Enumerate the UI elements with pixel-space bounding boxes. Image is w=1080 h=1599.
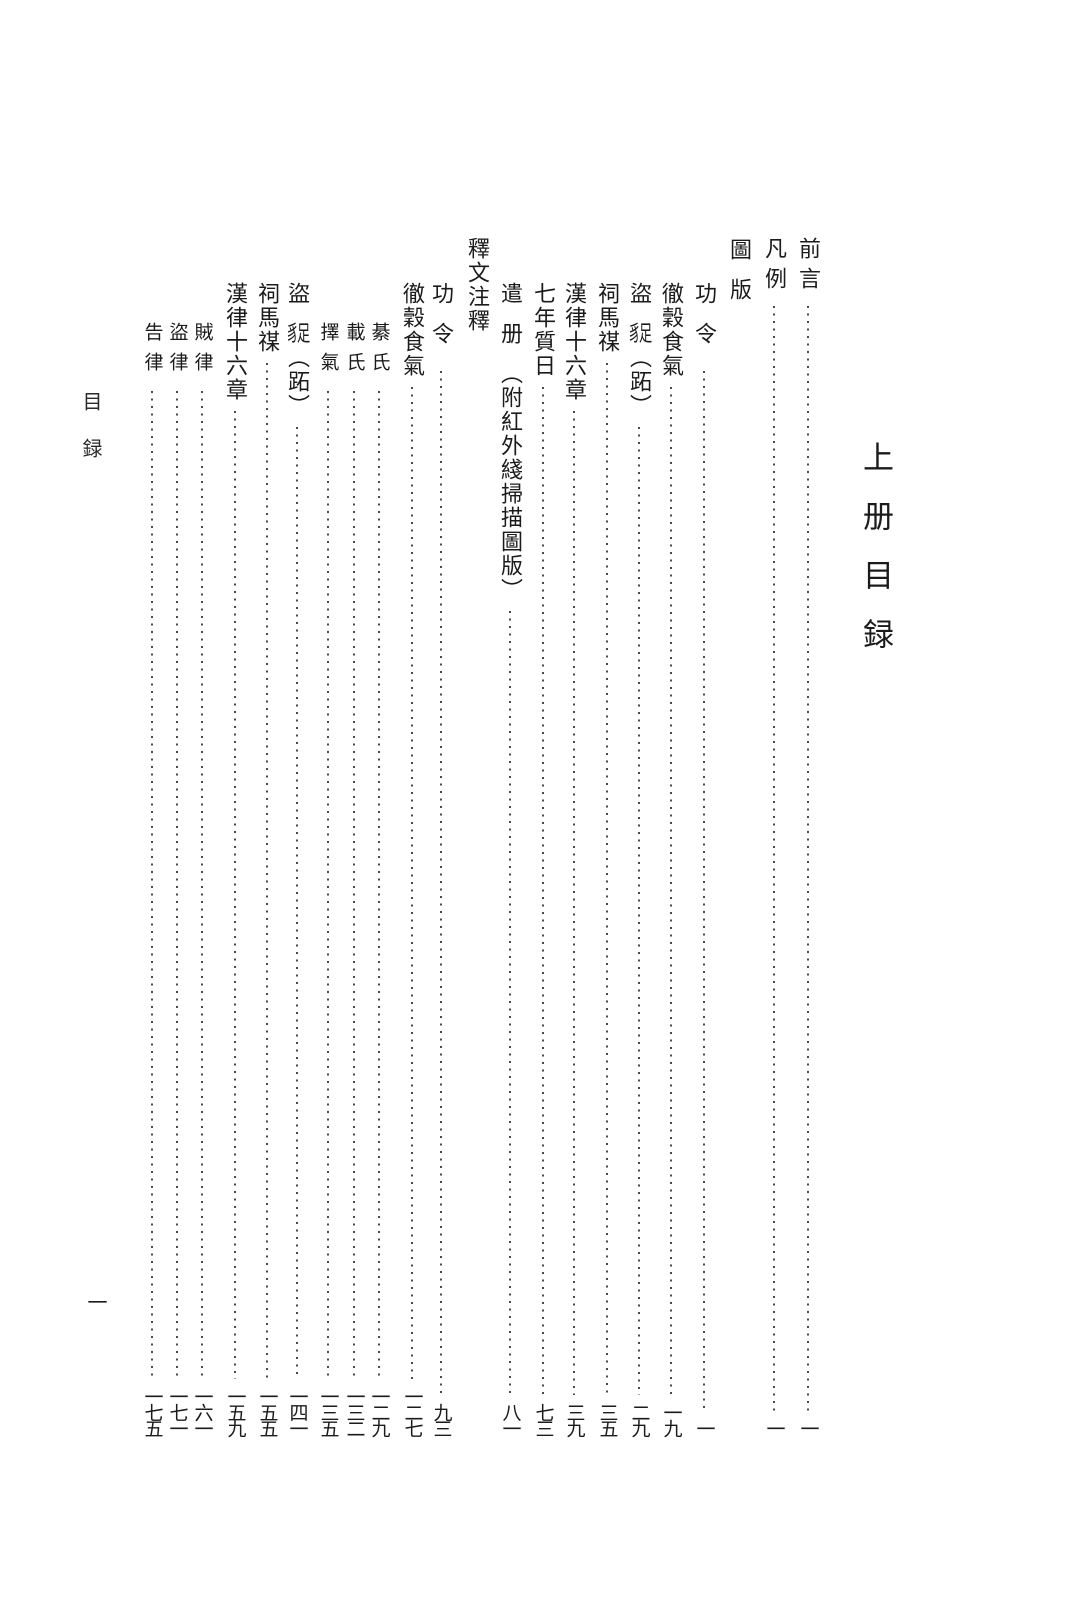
toc-entry-page: 一五五 xyxy=(256,1387,278,1435)
toc-entry-page: 一九 xyxy=(660,1403,682,1435)
toc-entry-page: 一五九 xyxy=(224,1387,246,1435)
toc-entry-page: 七三 xyxy=(532,1403,554,1435)
dot-leader xyxy=(773,306,775,1411)
dot-leader xyxy=(327,391,329,1379)
toc-entry: 祠馬禖 一五五 xyxy=(252,282,282,1435)
dot-leader xyxy=(353,391,355,1379)
toc-entry: 七年質日 七三 xyxy=(528,282,558,1435)
toc-entry-page: 一 xyxy=(797,1419,819,1435)
dot-leader xyxy=(573,411,575,1395)
toc-entry-label: 擇氣 xyxy=(317,322,339,382)
toc-entry-page: 一二七 xyxy=(401,1387,423,1435)
dot-leader xyxy=(176,391,178,1379)
toc-entry: 凡例 一 xyxy=(759,237,789,1435)
toc-entry-label: 祠馬禖 xyxy=(595,282,620,354)
dot-leader xyxy=(606,363,608,1395)
toc-entry: 祠馬禖 三五 xyxy=(592,282,622,1435)
dot-leader xyxy=(201,391,203,1379)
toc-entry: 綦氏 一二九 xyxy=(364,322,394,1435)
toc-entry-page: 一六一 xyxy=(191,1387,213,1435)
toc-entry: 擇氣 一三五 xyxy=(313,322,343,1435)
toc-section-header: 釋文注釋 xyxy=(462,237,492,333)
toc-entry-page: 一二九 xyxy=(368,1387,390,1435)
toc-entry-label: 前言 xyxy=(796,237,821,297)
dot-leader xyxy=(234,411,236,1379)
toc-entry-label: 漢律十六章 xyxy=(223,282,248,402)
rare-glyph-zhi: 豸足 xyxy=(628,321,653,346)
toc-entry-page: 一 xyxy=(763,1419,785,1435)
dot-leader xyxy=(378,391,380,1379)
toc-entry-page: 一七一 xyxy=(166,1387,188,1435)
volume-heading: 上册目録 xyxy=(858,441,893,677)
dot-leader xyxy=(542,387,544,1395)
folio-page-number: 一 xyxy=(84,1292,106,1312)
toc-entry-page: 三五 xyxy=(596,1403,618,1435)
toc-entry-label: 賊律 xyxy=(191,322,213,382)
toc-entry-label: 盜律 xyxy=(166,322,188,382)
dot-leader xyxy=(151,391,153,1379)
toc-entry-page: 三九 xyxy=(563,1403,585,1435)
toc-entry: 盜豸足（跖） 二九 xyxy=(624,282,654,1435)
toc-entry: 盜律 一七一 xyxy=(162,322,192,1435)
toc-entry-page: 一三二 xyxy=(343,1387,365,1435)
dot-leader xyxy=(703,371,705,1411)
toc-entry-label: 告律 xyxy=(141,322,163,382)
toc-section-header: 圖版 xyxy=(724,238,754,318)
toc-entry-page: 二九 xyxy=(628,1403,650,1435)
toc-entry-page: 九三 xyxy=(430,1403,452,1435)
toc-entry: 徹穀食氣 一二七 xyxy=(397,282,427,1435)
dot-leader xyxy=(509,611,511,1395)
toc-entry-page: 一三五 xyxy=(317,1387,339,1435)
toc-entry-label: 盜豸足（跖） xyxy=(285,282,311,418)
toc-entry-label: 祠馬禖 xyxy=(255,282,280,354)
toc-entry: 前言 一 xyxy=(793,237,823,1435)
rare-glyph-zhi: 豸足 xyxy=(286,321,311,346)
toc-entry-page: 一四一 xyxy=(286,1387,308,1435)
toc-entry: 功令 一 xyxy=(689,282,719,1435)
toc-entry-page: 一七五 xyxy=(141,1387,163,1435)
toc-entry-label: 遣册（附紅外綫掃描圖版） xyxy=(498,282,523,602)
dot-leader xyxy=(411,387,413,1379)
toc-entry-label: 盜豸足（跖） xyxy=(627,282,653,418)
toc-entry: 盜豸足（跖） 一四一 xyxy=(282,282,312,1435)
toc-entry: 賊律 一六一 xyxy=(187,322,217,1435)
toc-entry-label: 漢律十六章 xyxy=(562,282,587,402)
toc-entry: 告律 一七五 xyxy=(137,322,167,1435)
toc-entry: 遣册（附紅外綫掃描圖版） 八一 xyxy=(495,282,525,1435)
dot-leader xyxy=(670,387,672,1395)
toc-entry-label: 載氏 xyxy=(343,322,365,382)
toc-entry-label: 功令 xyxy=(692,282,717,362)
toc-entry-label: 凡例 xyxy=(762,237,787,297)
dot-leader xyxy=(440,371,442,1395)
toc-entry: 漢律十六章 一五九 xyxy=(220,282,250,1435)
toc-entry: 功令 九三 xyxy=(426,282,456,1435)
toc-entry-label: 徹穀食氣 xyxy=(659,282,684,378)
toc-entry-label: 功令 xyxy=(429,282,454,362)
dot-leader xyxy=(296,427,298,1379)
toc-section-label: 釋文注釋 xyxy=(465,237,490,333)
toc-entry-page: 八一 xyxy=(499,1403,521,1435)
toc-entry-label: 七年質日 xyxy=(531,282,556,378)
toc-section-label: 圖版 xyxy=(727,238,752,318)
margin-running-title: 目録 xyxy=(79,391,101,485)
dot-leader xyxy=(638,427,640,1395)
toc-entry-label: 綦氏 xyxy=(368,322,390,382)
toc-entry-label: 徹穀食氣 xyxy=(400,282,425,378)
toc-entry: 徹穀食氣 一九 xyxy=(656,282,686,1435)
toc-entry: 漢律十六章 三九 xyxy=(559,282,589,1435)
toc-entry-page: 一 xyxy=(693,1419,715,1435)
toc-entry: 載氏 一三二 xyxy=(339,322,369,1435)
dot-leader xyxy=(266,363,268,1379)
dot-leader xyxy=(807,306,809,1411)
